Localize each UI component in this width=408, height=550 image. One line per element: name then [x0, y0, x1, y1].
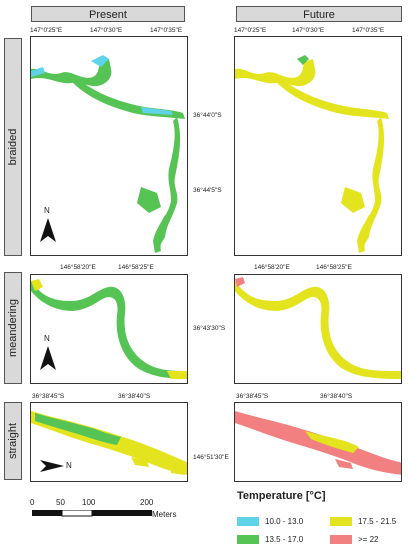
legend-swatch: [330, 535, 352, 545]
legend-swatch: [237, 517, 259, 527]
north-arrow-icon: [40, 218, 56, 242]
straight-future-channel: [235, 411, 401, 475]
map-braided-present: [30, 36, 188, 256]
map-meandering-future: [234, 274, 402, 384]
north-arrow-icon: [40, 346, 56, 370]
legend-swatch: [330, 517, 352, 527]
column-header-future: Future: [236, 6, 402, 22]
north-label-meandering: N: [44, 334, 50, 343]
braided-present-channel: [31, 55, 185, 253]
straight-present-channel: [31, 411, 187, 475]
map-meandering-present: [30, 274, 188, 384]
scale-label-100: 100: [82, 498, 96, 507]
map-straight-future: [234, 402, 402, 482]
tick-meandering-lat: 36°43'30"S: [193, 325, 226, 332]
tick-straight-present-1: 36°38'45"S: [32, 393, 65, 400]
tick-braided-future-2: 147°0'30"E: [292, 27, 325, 34]
braided-future-channel: [235, 55, 389, 253]
tick-meandering-present-1: 146°58'20"E: [60, 264, 96, 271]
legend-item: 17.5 - 21.5: [330, 517, 396, 527]
tick-braided-present-1: 147°0'25"E: [30, 27, 63, 34]
tick-braided-present-3: 147°0'35"E: [150, 27, 183, 34]
map-braided-future: [234, 36, 402, 256]
legend-swatch: [237, 535, 259, 545]
legend-item: 10.0 - 13.0: [237, 517, 303, 527]
legend-item: 13.5 - 17.0: [237, 535, 303, 545]
tick-straight-present-2: 36°38'40"S: [118, 393, 151, 400]
scale-label-0: 0: [30, 498, 35, 507]
meandering-future-channel: [235, 277, 401, 379]
legend-item: >= 22: [330, 535, 378, 545]
tick-straight-future-1: 36°38'45"S: [236, 393, 269, 400]
row-label-meandering: meandering: [4, 272, 22, 384]
legend-title: Temperature [°C]: [237, 490, 326, 502]
tick-meandering-future-1: 146°58'20"E: [254, 264, 290, 271]
tick-braided-lat-1: 36°44'0"S: [193, 112, 222, 119]
map-straight-present: [30, 402, 188, 482]
tick-braided-present-2: 147°0'30"E: [90, 27, 123, 34]
tick-braided-future-3: 147°0'35"E: [352, 27, 385, 34]
tick-straight-lon: 146°51'30"E: [193, 454, 229, 461]
row-label-braided: braided: [4, 38, 22, 256]
tick-straight-future-2: 36°38'40"S: [320, 393, 353, 400]
north-arrow-icon: [40, 460, 64, 472]
north-label-braided: N: [44, 206, 50, 215]
scale-bar: [32, 510, 152, 517]
tick-meandering-future-2: 146°58'25"E: [316, 264, 352, 271]
tick-braided-future-1: 147°0'25"E: [234, 27, 267, 34]
column-header-present: Present: [31, 6, 185, 22]
scale-label-200: 200: [140, 498, 154, 507]
scale-label-50: 50: [56, 498, 65, 507]
north-label-straight: N: [66, 461, 72, 470]
meandering-present-channel: [31, 279, 187, 379]
tick-meandering-present-2: 146°58'25"E: [118, 264, 154, 271]
row-label-straight: straight: [4, 402, 22, 480]
tick-braided-lat-2: 36°44'5"S: [193, 187, 222, 194]
scale-unit: Meters: [152, 510, 177, 519]
